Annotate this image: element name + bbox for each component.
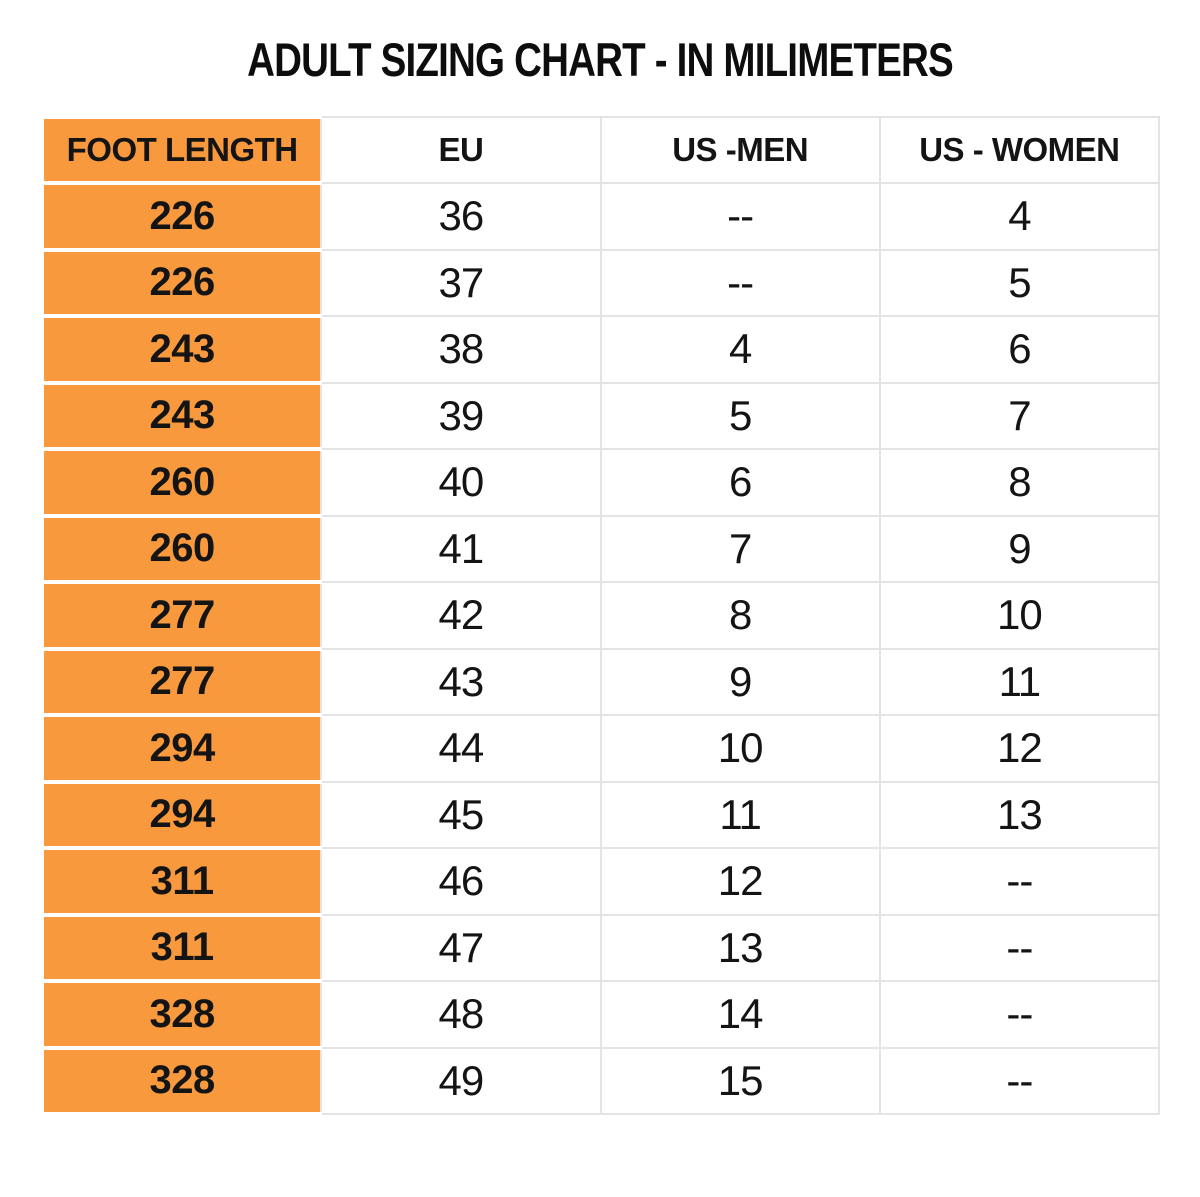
page-title: ADULT SIZING CHART - IN MILIMETERS: [247, 33, 954, 86]
table-row: 294 44 10 12: [39, 713, 1161, 784]
cell-size-value: 6: [599, 448, 881, 517]
cell-size-value: 15: [599, 1046, 881, 1116]
table-row: 260 41 7 9: [39, 513, 1161, 585]
cell-size-value: 44: [320, 714, 602, 783]
cell-size-value: --: [878, 913, 1161, 983]
table-row: 294 45 11 13: [39, 779, 1161, 851]
cell-foot-length: 260: [39, 447, 323, 518]
cell-size-value: 46: [320, 847, 602, 916]
table-row: 328 49 15 --: [39, 1045, 1161, 1117]
column-header: EU: [320, 115, 602, 185]
header-row: FOOT LENGTH EU US -MEN US - WOMEN: [39, 114, 1161, 186]
cell-foot-length: 328: [39, 1045, 323, 1117]
table-row: 311 46 12 --: [39, 846, 1161, 917]
cell-size-value: 4: [878, 182, 1161, 251]
cell-size-value: --: [599, 248, 881, 318]
table-row: 311 47 13 --: [39, 912, 1161, 984]
cell-size-value: 41: [320, 514, 602, 584]
cell-size-value: --: [878, 1046, 1161, 1116]
cell-size-value: 9: [878, 514, 1161, 584]
cell-foot-length: 277: [39, 580, 323, 651]
sizing-table: FOOT LENGTH EU US -MEN US - WOMEN 226 36 -- 4 2…: [39, 114, 1161, 1117]
cell-size-value: 43: [320, 647, 602, 717]
cell-size-value: 5: [599, 381, 881, 451]
cell-size-value: 10: [878, 581, 1161, 650]
cell-size-value: 39: [320, 381, 602, 451]
cell-foot-length: 226: [39, 181, 323, 252]
cell-size-value: 12: [878, 714, 1161, 783]
cell-size-value: --: [878, 847, 1161, 916]
cell-size-value: --: [599, 182, 881, 251]
cell-size-value: --: [878, 980, 1161, 1049]
cell-foot-length: 311: [39, 846, 323, 917]
cell-size-value: 13: [599, 913, 881, 983]
cell-foot-length: 226: [39, 247, 323, 319]
column-header-foot-length: FOOT LENGTH: [39, 114, 323, 186]
cell-size-value: 48: [320, 980, 602, 1049]
cell-size-value: 14: [599, 980, 881, 1049]
cell-size-value: 11: [878, 647, 1161, 717]
table-row: 328 48 14 --: [39, 979, 1161, 1050]
cell-size-value: 7: [878, 381, 1161, 451]
cell-size-value: 11: [599, 780, 881, 850]
table-row: 277 43 9 11: [39, 646, 1161, 718]
table-row: 243 39 5 7: [39, 380, 1161, 452]
cell-size-value: 4: [599, 315, 881, 384]
cell-size-value: 10: [599, 714, 881, 783]
cell-size-value: 45: [320, 780, 602, 850]
cell-size-value: 6: [878, 315, 1161, 384]
cell-foot-length: 294: [39, 779, 323, 851]
cell-foot-length: 294: [39, 713, 323, 784]
cell-size-value: 36: [320, 182, 602, 251]
cell-size-value: 38: [320, 315, 602, 384]
cell-size-value: 5: [878, 248, 1161, 318]
table-row: 226 36 -- 4: [39, 181, 1161, 252]
cell-size-value: 8: [878, 448, 1161, 517]
cell-foot-length: 243: [39, 380, 323, 452]
cell-size-value: 12: [599, 847, 881, 916]
cell-size-value: 13: [878, 780, 1161, 850]
cell-foot-length: 311: [39, 912, 323, 984]
table-body: 226 36 -- 4 226 37 -- 5 243 38 4 6 243 39 5 7 260 40 6 8 260…: [39, 181, 1161, 1117]
cell-foot-length: 243: [39, 314, 323, 385]
cell-size-value: 49: [320, 1046, 602, 1116]
cell-size-value: 47: [320, 913, 602, 983]
cell-foot-length: 260: [39, 513, 323, 585]
cell-foot-length: 277: [39, 646, 323, 718]
column-header: US - WOMEN: [878, 115, 1161, 185]
cell-size-value: 37: [320, 248, 602, 318]
cell-size-value: 42: [320, 581, 602, 650]
cell-size-value: 9: [599, 647, 881, 717]
cell-foot-length: 328: [39, 979, 323, 1050]
table-row: 277 42 8 10: [39, 580, 1161, 651]
table-row: 226 37 -- 5: [39, 247, 1161, 319]
column-header: US -MEN: [599, 115, 881, 185]
cell-size-value: 7: [599, 514, 881, 584]
table-row: 260 40 6 8: [39, 447, 1161, 518]
cell-size-value: 8: [599, 581, 881, 650]
table-row: 243 38 4 6: [39, 314, 1161, 385]
cell-size-value: 40: [320, 448, 602, 517]
